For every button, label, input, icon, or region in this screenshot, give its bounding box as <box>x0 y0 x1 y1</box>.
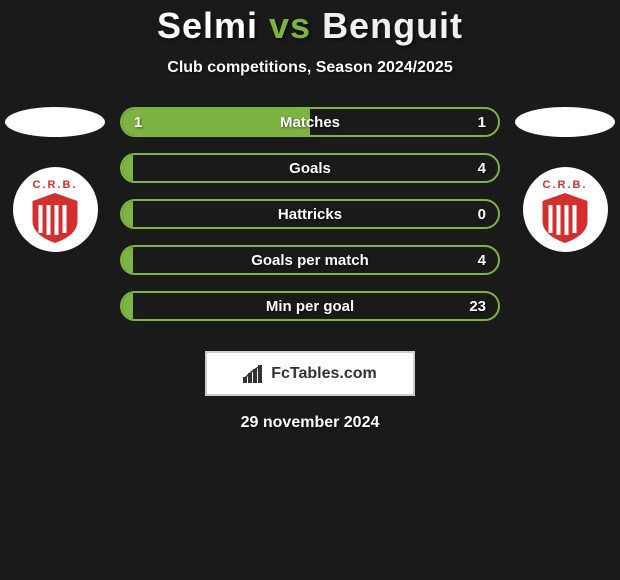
stat-right-value: 4 <box>478 252 486 269</box>
stat-right-value: 23 <box>469 298 486 315</box>
player2-column: C.R.B. <box>515 107 615 252</box>
stat-right-value: 4 <box>478 160 486 177</box>
player1-avatar <box>5 107 105 137</box>
vs-text: vs <box>269 5 311 46</box>
player1-column: C.R.B. <box>5 107 105 252</box>
stat-right-value: 0 <box>478 206 486 223</box>
club-badge-text: C.R.B. <box>530 179 600 191</box>
stat-label: Hattricks <box>122 206 498 223</box>
stats-column: 1Matches1Goals4Hattricks0Goals per match… <box>120 107 500 321</box>
stat-label: Goals <box>122 160 498 177</box>
club-shield-icon <box>543 193 588 243</box>
branding-box[interactable]: FcTables.com <box>205 351 415 396</box>
stat-label: Goals per match <box>122 252 498 269</box>
subtitle: Club competitions, Season 2024/2025 <box>167 59 452 77</box>
player1-name: Selmi <box>157 5 258 46</box>
player2-club-badge: C.R.B. <box>523 167 608 252</box>
main-comparison-area: C.R.B. 1Matches1Goals4Hattricks0Goals pe… <box>0 107 620 321</box>
comparison-title: Selmi vs Benguit <box>157 5 463 47</box>
stat-bar: Goals per match4 <box>120 245 500 275</box>
stat-bar: Goals4 <box>120 153 500 183</box>
club-badge-text: C.R.B. <box>20 179 90 191</box>
stat-bar: Hattricks0 <box>120 199 500 229</box>
club-shield-icon <box>33 193 78 243</box>
stat-label: Matches <box>122 114 498 131</box>
stat-bar: 1Matches1 <box>120 107 500 137</box>
stat-label: Min per goal <box>122 298 498 315</box>
player2-name: Benguit <box>322 5 463 46</box>
stat-right-value: 1 <box>478 114 486 131</box>
player2-avatar <box>515 107 615 137</box>
chart-icon <box>243 365 265 383</box>
player1-club-badge: C.R.B. <box>13 167 98 252</box>
stat-bar: Min per goal23 <box>120 291 500 321</box>
date: 29 november 2024 <box>241 414 380 432</box>
branding-text: FcTables.com <box>271 365 377 383</box>
